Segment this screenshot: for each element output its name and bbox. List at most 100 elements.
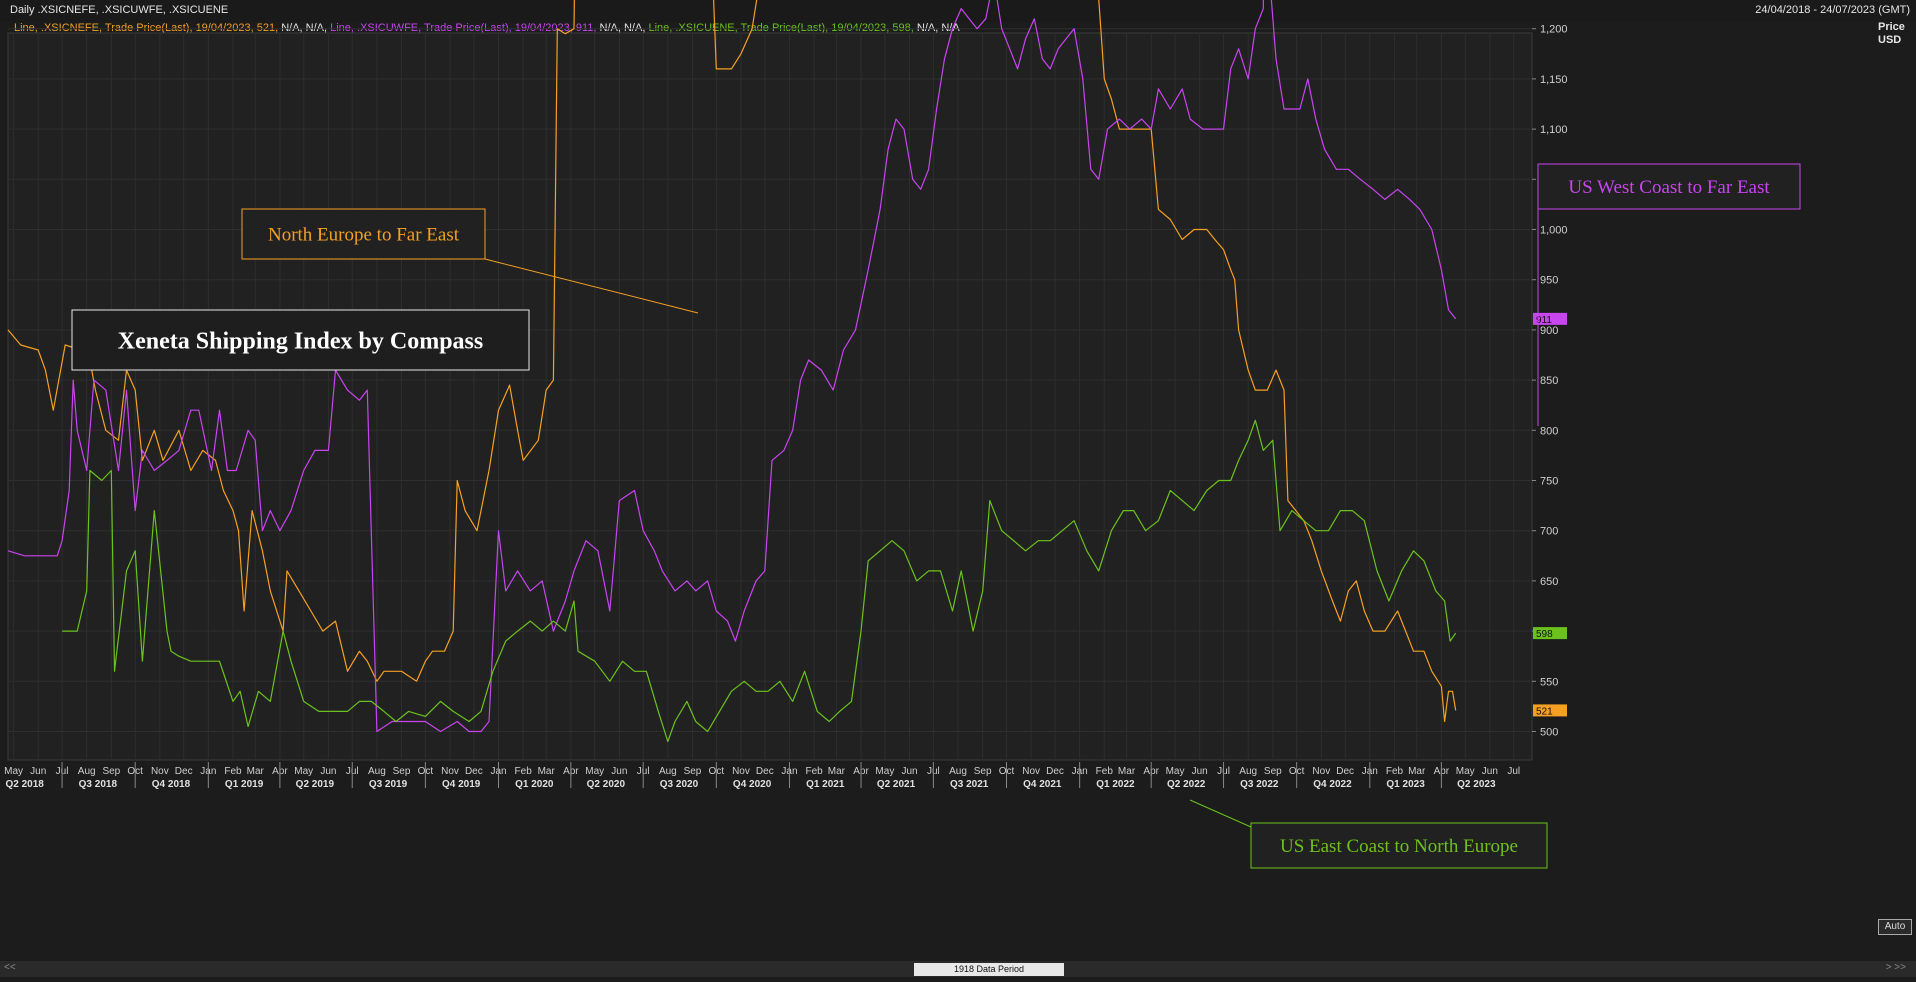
main-title-annotation: Xeneta Shipping Index by Compass [118, 328, 483, 354]
month-label: May [294, 766, 313, 777]
plot-area [7, 32, 1533, 761]
month-label: Aug [1239, 766, 1257, 777]
scroll-right-button[interactable]: > >> [1885, 962, 1906, 973]
y-tick-label: 900 [1540, 325, 1558, 337]
legend-ne-fe: Line, .XSICNEFE, Trade Price(Last), 19/0… [14, 22, 279, 34]
usec-ne-connector [1189, 799, 1252, 828]
ne-fe-connector [484, 258, 699, 314]
month-label: Dec [465, 766, 483, 777]
ne-fe-line [7, 0, 1457, 723]
month-label: Jun [320, 766, 336, 777]
quarter-label: Q4 2021 [1023, 779, 1062, 790]
quarter-label: Q3 2018 [79, 779, 118, 790]
month-label: Jun [1192, 766, 1208, 777]
quarter-label: Q1 2023 [1386, 779, 1425, 790]
month-label: Nov [151, 766, 169, 777]
y-tick-label: 950 [1540, 275, 1558, 287]
top-bar [0, 0, 1916, 22]
month-label: Aug [368, 766, 386, 777]
uswc-fe-line [7, 0, 1457, 733]
last-value-tag [1533, 627, 1567, 640]
legend-ne-fe-na: N/A, N/A, [278, 22, 328, 34]
month-label: Feb [806, 766, 824, 777]
last-value-tag [1533, 312, 1567, 325]
ne-fe-annotation-group: North Europe to Far East [241, 208, 486, 260]
month-label: Mar [538, 766, 556, 777]
y-tick-label: 1,200 [1540, 24, 1568, 36]
last-value-label: 598 [1536, 629, 1553, 640]
date-range[interactable]: 24/04/2018 - 24/07/2023 (GMT) [1755, 4, 1910, 16]
chart-header-title: Daily .XSICNEFE, .XSICUWFE, .XSICUENE [10, 4, 229, 16]
main-title-annotation-group: Xeneta Shipping Index by Compass [71, 309, 530, 371]
month-label: Dec [756, 766, 774, 777]
month-label: Dec [1336, 766, 1354, 777]
price-label: Price [1878, 21, 1905, 33]
y-tick-label: 650 [1540, 576, 1558, 588]
month-label: Jun [30, 766, 46, 777]
quarter-label: Q1 2019 [225, 779, 264, 790]
quarter-label: Q4 2018 [152, 779, 191, 790]
quarter-label: Q2 2021 [877, 779, 916, 790]
quarter-label: Q3 2021 [950, 779, 989, 790]
month-label: Nov [1312, 766, 1330, 777]
month-label: May [1456, 766, 1475, 777]
price-axis-header: Price USD [1878, 21, 1905, 47]
data-period-indicator[interactable]: 1918 Data Period [914, 963, 1064, 976]
quarter-label: Q2 2022 [1167, 779, 1206, 790]
month-label: Dec [175, 766, 193, 777]
month-label: Mar [247, 766, 265, 777]
month-label: Nov [1022, 766, 1040, 777]
month-label: Dec [1046, 766, 1064, 777]
quarter-label: Q2 2019 [296, 779, 335, 790]
quarter-label: Q2 2023 [1457, 779, 1496, 790]
ne-fe-annotation: North Europe to Far East [268, 225, 460, 246]
legend-usec-ne-na: N/A, N/A [913, 22, 960, 34]
month-label: Jul [1507, 766, 1520, 777]
month-label: Sep [1264, 766, 1282, 777]
y-tick-label: 750 [1540, 476, 1558, 488]
month-label: Jun [901, 766, 917, 777]
month-label: May [875, 766, 894, 777]
month-label: Sep [102, 766, 120, 777]
month-label: Aug [949, 766, 967, 777]
usec-ne-annotation-box [1250, 822, 1548, 869]
y-tick-label: 850 [1540, 375, 1558, 387]
usec-ne-annotation: US East Coast to North Europe [1280, 836, 1518, 857]
quarter-label: Q4 2022 [1313, 779, 1352, 790]
y-tick-label: 1,000 [1540, 225, 1568, 237]
uswc-fe-annotation-box [1537, 163, 1801, 210]
month-label: Sep [974, 766, 992, 777]
quarter-label: Q1 2021 [806, 779, 845, 790]
last-value-tag [1533, 704, 1567, 717]
uswc-fe-annotation: US West Coast to Far East [1568, 177, 1770, 198]
month-label: Nov [441, 766, 459, 777]
quarter-label: Q4 2020 [733, 779, 772, 790]
currency-label: USD [1878, 34, 1902, 46]
month-label: Jun [1482, 766, 1498, 777]
quarter-label: Q3 2020 [660, 779, 699, 790]
month-label: Sep [684, 766, 702, 777]
scroll-left-button[interactable]: << [4, 962, 16, 973]
month-label: Aug [659, 766, 677, 777]
legend-uswc-fe-na: N/A, N/A, [596, 22, 646, 34]
y-tick-label: 700 [1540, 526, 1558, 538]
usec-ne-line [62, 419, 1457, 743]
last-value-label: 521 [1536, 706, 1553, 717]
month-label: Mar [828, 766, 846, 777]
y-tick-label: 500 [1540, 727, 1558, 739]
main-title-annotation-box [71, 309, 530, 371]
month-label: May [4, 766, 23, 777]
quarter-label: Q2 2020 [587, 779, 626, 790]
usec-ne-annotation-group: US East Coast to North Europe [1250, 822, 1548, 869]
month-label: Jun [611, 766, 627, 777]
auto-scale-button[interactable]: Auto [1878, 919, 1912, 935]
month-label: Feb [224, 766, 242, 777]
month-label: Nov [732, 766, 750, 777]
month-label: Sep [393, 766, 411, 777]
month-label: May [585, 766, 604, 777]
y-tick-label: 800 [1540, 425, 1558, 437]
quarter-label: Q2 2018 [6, 779, 45, 790]
y-tick-label: 1,150 [1540, 74, 1568, 86]
quarter-label: Q4 2019 [442, 779, 481, 790]
